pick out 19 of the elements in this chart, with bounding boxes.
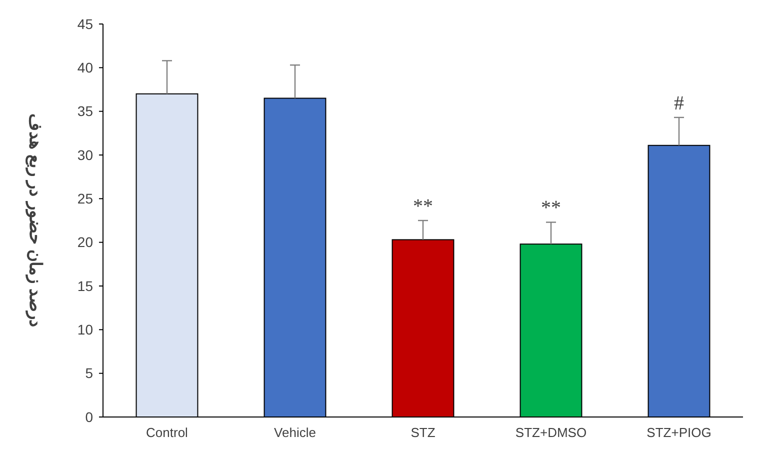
x-tick-label: STZ	[410, 425, 436, 440]
y-axis-title: درصد زمان حضور در ربع هدف	[25, 114, 45, 328]
x-tick-label: Vehicle	[274, 425, 316, 440]
y-tick-label: 25	[77, 190, 94, 207]
x-tick-label: STZ+PIOG	[646, 425, 712, 440]
y-tick-label: 45	[77, 16, 94, 32]
y-tick-label: 0	[85, 408, 94, 425]
y-tick-label: 35	[77, 103, 94, 120]
annotation: #	[674, 92, 684, 114]
x-tick-label: Control	[146, 425, 188, 440]
y-tick-label: 10	[77, 322, 94, 338]
annotation: **	[541, 197, 561, 220]
y-tick-label: 20	[77, 234, 94, 250]
annotation: **	[413, 196, 433, 218]
y-tick-label: 40	[77, 60, 94, 76]
y-tick-label: 5	[85, 365, 94, 382]
x-tick-label: STZ+DMSO	[515, 425, 587, 440]
y-tick-label: 30	[77, 146, 94, 163]
y-tick-label: 15	[77, 278, 94, 294]
